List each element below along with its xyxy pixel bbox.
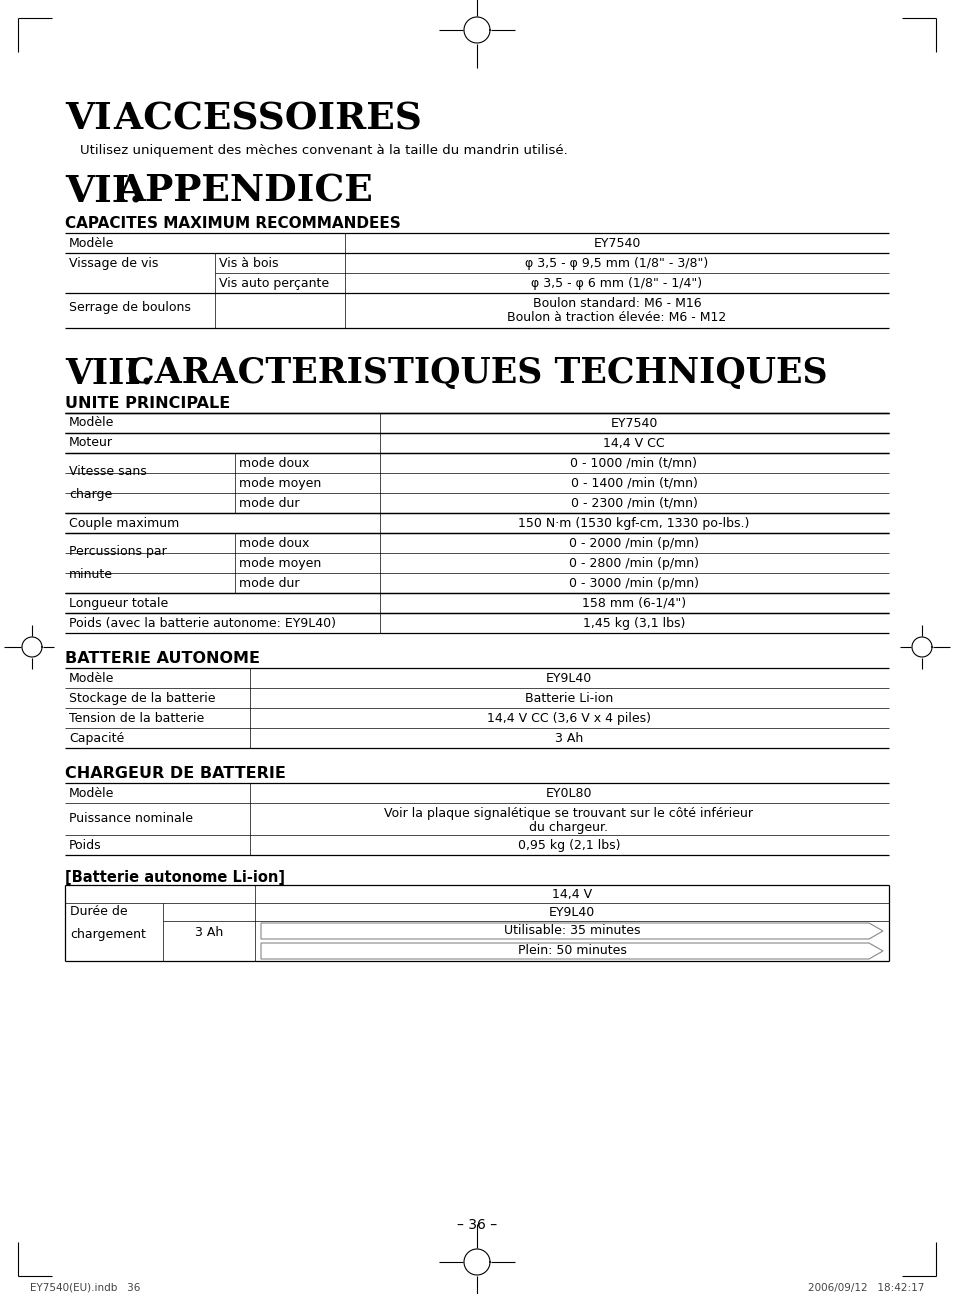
Text: φ 3,5 - φ 9,5 mm (1/8" - 3/8"): φ 3,5 - φ 9,5 mm (1/8" - 3/8") — [525, 258, 708, 270]
Text: EY9L40: EY9L40 — [545, 672, 592, 685]
Text: 1,45 kg (3,1 lbs): 1,45 kg (3,1 lbs) — [582, 617, 684, 630]
Text: Stockage de la batterie: Stockage de la batterie — [69, 692, 215, 705]
Text: Batterie Li-ion: Batterie Li-ion — [524, 692, 613, 705]
Text: 14,4 V CC: 14,4 V CC — [602, 437, 664, 450]
Text: Tension de la batterie: Tension de la batterie — [69, 712, 204, 725]
Text: CARACTERISTIQUES TECHNIQUES: CARACTERISTIQUES TECHNIQUES — [127, 356, 827, 389]
Text: Utilisez uniquement des mèches convenant à la taille du mandrin utilisé.: Utilisez uniquement des mèches convenant… — [80, 144, 567, 157]
Text: φ 3,5 - φ 6 mm (1/8" - 1/4"): φ 3,5 - φ 6 mm (1/8" - 1/4") — [531, 277, 701, 290]
Text: BATTERIE AUTONOME: BATTERIE AUTONOME — [65, 651, 260, 666]
Text: 14,4 V: 14,4 V — [552, 888, 592, 901]
Text: Modèle: Modèle — [69, 417, 114, 430]
Text: chargement: chargement — [70, 928, 146, 941]
Text: Vitesse sans: Vitesse sans — [69, 465, 147, 477]
Text: 0 - 2800 /min (p/mn): 0 - 2800 /min (p/mn) — [568, 556, 699, 569]
Text: 3 Ah: 3 Ah — [194, 925, 223, 938]
Text: Vis à bois: Vis à bois — [219, 258, 278, 270]
Text: mode moyen: mode moyen — [239, 477, 321, 490]
Text: Boulon standard: M6 - M16: Boulon standard: M6 - M16 — [532, 298, 700, 311]
Text: Poids: Poids — [69, 839, 102, 851]
Text: Voir la plaque signalétique se trouvant sur le côté inférieur: Voir la plaque signalétique se trouvant … — [384, 807, 753, 820]
Text: minute: minute — [69, 568, 112, 581]
Text: Modèle: Modèle — [69, 787, 114, 800]
Text: mode dur: mode dur — [239, 497, 299, 510]
Text: Vissage de vis: Vissage de vis — [69, 258, 158, 270]
Text: EY9L40: EY9L40 — [548, 906, 595, 919]
Text: mode doux: mode doux — [239, 457, 309, 470]
Text: – 36 –: – 36 – — [456, 1218, 497, 1232]
Text: 158 mm (6-1/4"): 158 mm (6-1/4") — [581, 597, 685, 609]
Text: Serrage de boulons: Serrage de boulons — [69, 302, 191, 314]
Text: Modèle: Modèle — [69, 672, 114, 685]
Text: Poids (avec la batterie autonome: EY9L40): Poids (avec la batterie autonome: EY9L40… — [69, 616, 335, 629]
Text: EY7540: EY7540 — [610, 417, 657, 430]
Text: mode doux: mode doux — [239, 537, 309, 550]
Text: Couple maximum: Couple maximum — [69, 516, 179, 529]
Text: Longueur totale: Longueur totale — [69, 597, 168, 609]
Text: 0 - 2300 /min (t/mn): 0 - 2300 /min (t/mn) — [570, 497, 697, 510]
Text: du chargeur.: du chargeur. — [529, 820, 608, 835]
Text: CAPACITES MAXIMUM RECOMMANDEES: CAPACITES MAXIMUM RECOMMANDEES — [65, 216, 400, 232]
Text: CHARGEUR DE BATTERIE: CHARGEUR DE BATTERIE — [65, 766, 286, 782]
Text: 0,95 kg (2,1 lbs): 0,95 kg (2,1 lbs) — [517, 839, 619, 851]
Text: Utilisable: 35 minutes: Utilisable: 35 minutes — [503, 924, 639, 937]
Text: EY7540: EY7540 — [593, 237, 640, 250]
Text: Durée de: Durée de — [70, 905, 128, 917]
Text: charge: charge — [69, 488, 112, 501]
Text: Capacité: Capacité — [69, 732, 124, 745]
Text: VIII.: VIII. — [65, 356, 152, 389]
Text: EY0L80: EY0L80 — [545, 787, 592, 800]
Text: Vis auto perçante: Vis auto perçante — [219, 277, 329, 290]
Text: Moteur: Moteur — [69, 436, 112, 449]
Text: ACCESSOIRES: ACCESSOIRES — [101, 100, 421, 137]
Text: UNITE PRINCIPALE: UNITE PRINCIPALE — [65, 396, 230, 411]
Text: VI: VI — [65, 100, 112, 137]
Text: VII.: VII. — [65, 172, 142, 210]
Text: 3 Ah: 3 Ah — [555, 732, 582, 745]
Text: mode dur: mode dur — [239, 577, 299, 590]
Text: 150 N·m (1530 kgf-cm, 1330 po-lbs.): 150 N·m (1530 kgf-cm, 1330 po-lbs.) — [517, 518, 749, 531]
Text: APPENDICE: APPENDICE — [116, 172, 373, 210]
Text: mode moyen: mode moyen — [239, 556, 321, 569]
Text: [Batterie autonome Li-ion]: [Batterie autonome Li-ion] — [65, 870, 285, 885]
Text: Puissance nominale: Puissance nominale — [69, 813, 193, 826]
Text: Plein: 50 minutes: Plein: 50 minutes — [517, 945, 626, 958]
Text: EY7540(EU).indb   36: EY7540(EU).indb 36 — [30, 1282, 140, 1293]
Text: 0 - 2000 /min (p/mn): 0 - 2000 /min (p/mn) — [568, 537, 699, 550]
Text: Percussions par: Percussions par — [69, 545, 167, 558]
Text: 0 - 3000 /min (p/mn): 0 - 3000 /min (p/mn) — [568, 577, 699, 590]
Text: Boulon à traction élevée: M6 - M12: Boulon à traction élevée: M6 - M12 — [507, 311, 726, 324]
Text: Modèle: Modèle — [69, 237, 114, 250]
Text: 0 - 1400 /min (t/mn): 0 - 1400 /min (t/mn) — [570, 477, 697, 490]
Text: 2006/09/12   18:42:17: 2006/09/12 18:42:17 — [807, 1282, 923, 1293]
Text: 0 - 1000 /min (t/mn): 0 - 1000 /min (t/mn) — [570, 457, 697, 470]
Text: 14,4 V CC (3,6 V x 4 piles): 14,4 V CC (3,6 V x 4 piles) — [486, 712, 650, 725]
